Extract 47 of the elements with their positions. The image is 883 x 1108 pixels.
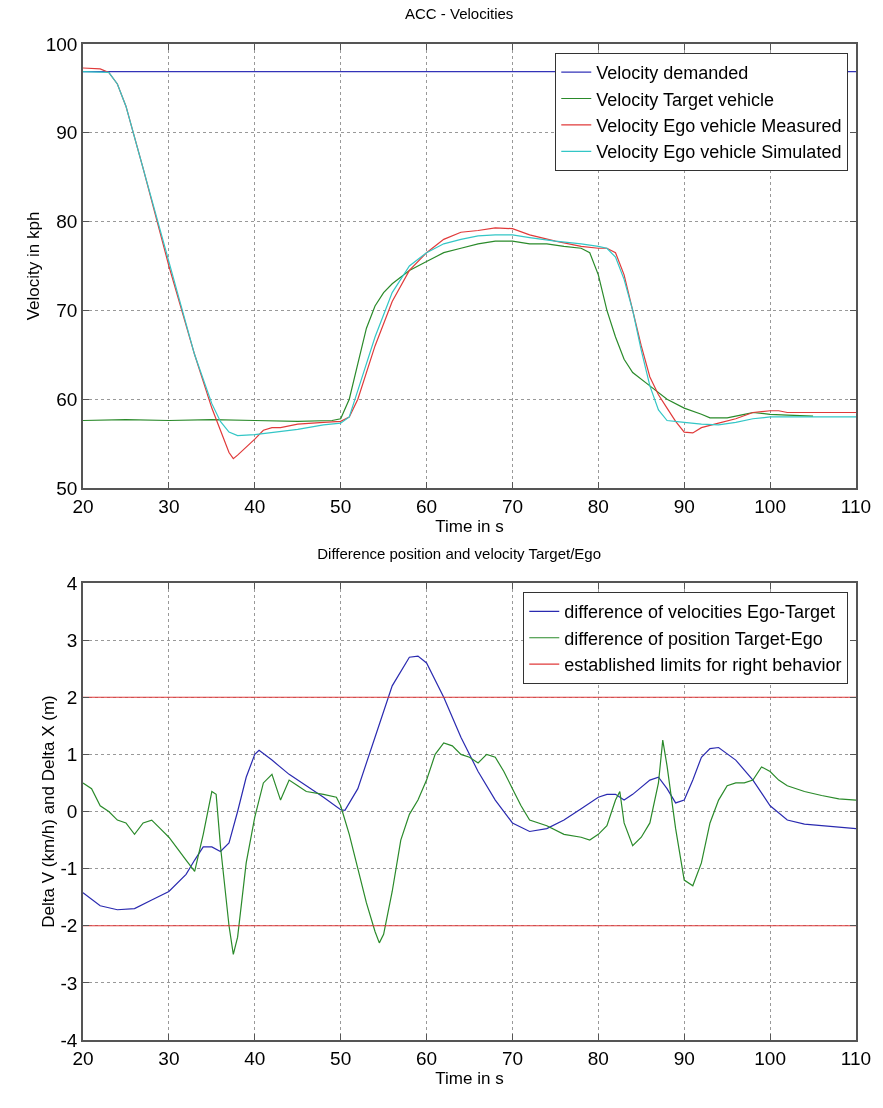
legend-label: Velocity Target vehicle — [596, 89, 775, 110]
y-tick-label: 3 — [66, 629, 78, 651]
x-tick-label: 50 — [330, 1047, 352, 1069]
y-tick-label: 70 — [56, 300, 78, 322]
y-tick-label: -1 — [60, 858, 78, 880]
legend-label: Velocity Ego vehicle Simulated — [596, 142, 842, 163]
y-tick-label: 80 — [56, 211, 78, 233]
line-series — [83, 655, 856, 911]
x-tick-label: 80 — [587, 495, 609, 517]
y-tick-label: 90 — [56, 122, 78, 144]
chart-title: ACC - Velocities — [404, 4, 514, 22]
x-tick-label: 80 — [587, 1047, 609, 1069]
y-tick-label: -3 — [60, 972, 78, 994]
x-tick-label: 50 — [330, 495, 352, 517]
x-tick-label: 110 — [840, 1047, 872, 1069]
x-tick-label: 60 — [415, 495, 438, 517]
legend-label: difference of position Target-Ego — [564, 628, 823, 649]
y-tick-label: 4 — [66, 572, 78, 594]
y-tick-label: 2 — [66, 686, 78, 708]
y-tick-label: 0 — [66, 801, 78, 823]
line-series — [83, 240, 814, 422]
legend-label: Velocity demanded — [596, 63, 749, 84]
x-axis-title: Time in s — [435, 1068, 504, 1088]
chart-title: Difference position and velocity Target/Ego — [317, 545, 602, 563]
y-axis-title: Delta V (km/h) and Delta X (m) — [38, 695, 58, 928]
x-tick-label: 60 — [415, 1047, 438, 1069]
legend-label: difference of velocities Ego-Target — [564, 602, 836, 623]
x-tick-label: 90 — [673, 1047, 695, 1069]
x-tick-label: 100 — [754, 1047, 786, 1069]
legend-label: established limits for right behavior — [564, 655, 842, 676]
x-tick-label: 110 — [840, 495, 872, 517]
y-axis-title: Velocity in kph — [23, 211, 43, 321]
x-tick-label: 70 — [501, 1047, 524, 1069]
x-tick-label: 40 — [244, 1047, 266, 1069]
x-tick-label: 100 — [754, 495, 786, 517]
line-series — [83, 739, 856, 955]
x-axis-title: Time in s — [435, 516, 504, 536]
x-tick-label: 30 — [158, 1047, 180, 1069]
y-tick-label: 60 — [56, 388, 78, 410]
x-tick-label: 70 — [501, 495, 524, 517]
x-tick-label: 30 — [158, 495, 180, 517]
legend-label: Velocity Ego vehicle Measured — [596, 115, 842, 136]
y-tick-label: 100 — [45, 33, 78, 55]
y-tick-label: 1 — [66, 744, 78, 766]
x-tick-label: 40 — [244, 495, 266, 517]
y-tick-label: -2 — [60, 915, 78, 937]
x-tick-label: 90 — [673, 495, 695, 517]
